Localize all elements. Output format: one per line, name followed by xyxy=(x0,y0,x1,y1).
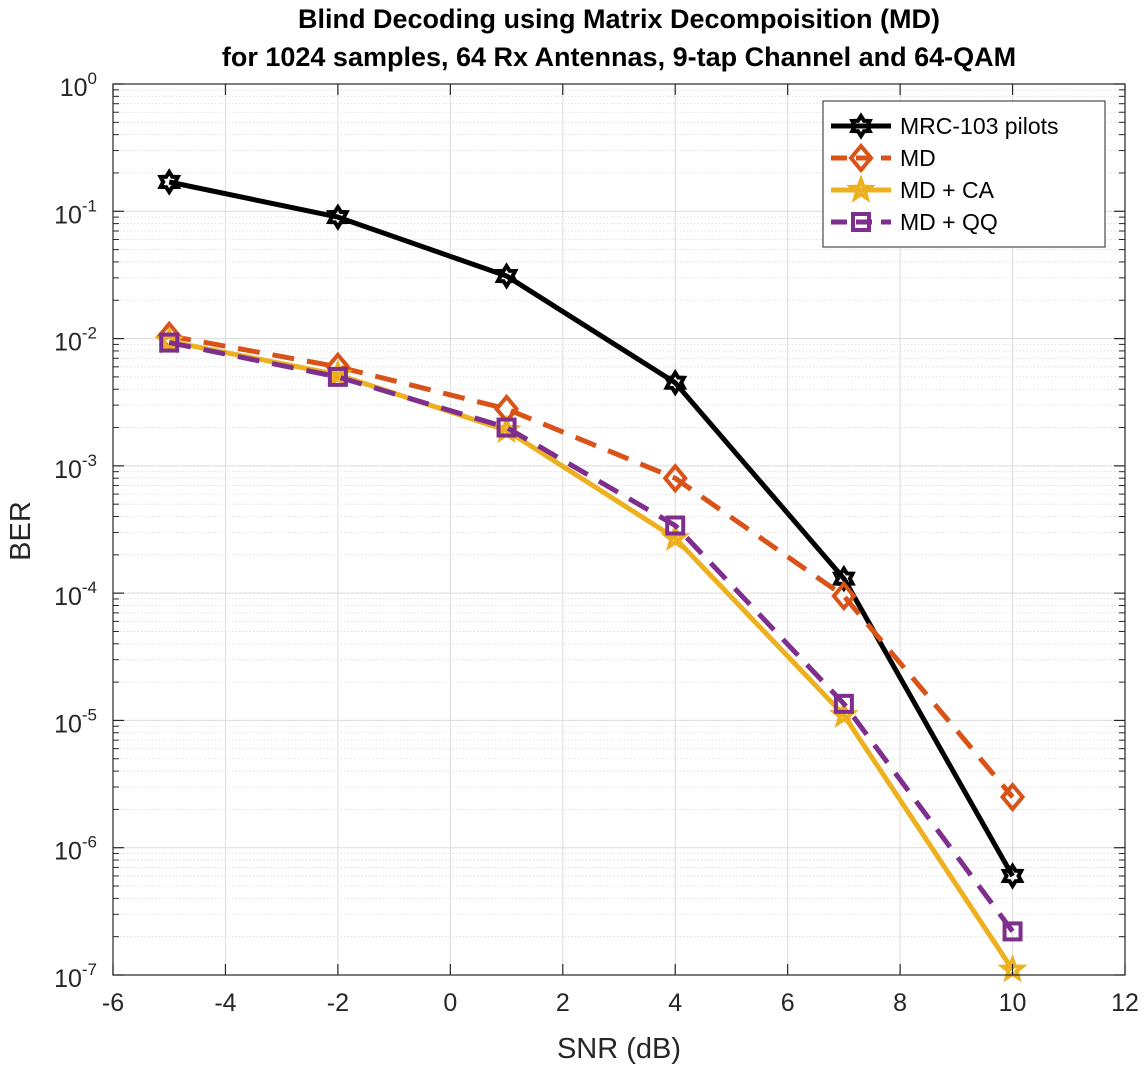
y-tick-exponent: -7 xyxy=(82,960,97,979)
y-tick-exponent: -2 xyxy=(82,324,97,343)
data-point xyxy=(833,693,854,714)
x-tick-label: -4 xyxy=(214,989,236,1017)
x-tick-label: 8 xyxy=(893,989,907,1017)
series-line xyxy=(168,333,1015,799)
y-tick-exponent: -1 xyxy=(82,196,97,215)
y-tick-base: 10 xyxy=(54,329,82,357)
tick-marks xyxy=(112,83,1126,976)
x-tick-label: 12 xyxy=(1111,989,1139,1017)
data-point xyxy=(1000,862,1025,890)
data-point xyxy=(325,203,350,231)
y-tick-base: 10 xyxy=(54,710,82,738)
data-point xyxy=(831,580,857,612)
y-tick-base: 10 xyxy=(54,965,82,993)
data-point xyxy=(1002,921,1023,942)
y-tick-label: 10-4 xyxy=(54,578,97,611)
y-tick-exponent: -5 xyxy=(82,705,97,724)
chart-title-line-1: Blind Decoding using Matrix Decompoisiti… xyxy=(298,4,940,34)
chart-title-line-2: for 1024 samples, 64 Rx Antennas, 9-tap … xyxy=(222,42,1016,72)
minor-grid xyxy=(113,89,1125,938)
plot-frame xyxy=(112,83,1126,976)
legend-item: MD + CA xyxy=(831,174,995,203)
y-tick-label: 10-6 xyxy=(54,833,97,866)
legend-swatch-marker xyxy=(846,174,876,203)
y-tick-label: 10-2 xyxy=(54,324,97,357)
x-tick-label: 4 xyxy=(668,989,682,1017)
x-tick-label: 6 xyxy=(781,989,795,1017)
data-point xyxy=(831,564,856,593)
series-md-qq xyxy=(159,332,1023,942)
legend-label: MD + CA xyxy=(900,177,995,203)
legend-swatch-marker xyxy=(849,112,873,140)
data-point xyxy=(159,332,180,353)
y-tick-base: 10 xyxy=(60,74,88,102)
y-tick-exponent: -4 xyxy=(82,578,97,597)
x-tick-labels: -6 -4 -2 0 2 4 6 8 10 12 xyxy=(102,989,1139,1017)
data-point xyxy=(999,781,1026,813)
x-tick-label: 10 xyxy=(999,989,1027,1017)
y-tick-exponent: -6 xyxy=(82,833,97,852)
x-tick-label: 0 xyxy=(443,989,457,1017)
data-point xyxy=(496,417,517,438)
y-tick-base: 10 xyxy=(54,583,82,611)
y-tick-label: 10-3 xyxy=(54,451,97,484)
data-point xyxy=(663,368,688,397)
x-tick-label: 2 xyxy=(556,989,570,1017)
y-tick-label: 10-7 xyxy=(54,960,97,993)
y-tick-base: 10 xyxy=(54,838,82,866)
y-tick-label: 100 xyxy=(60,69,97,102)
legend-swatch-marker xyxy=(851,212,871,232)
legend-item: MD + QQ xyxy=(831,209,998,235)
y-tick-exponent: -3 xyxy=(82,451,97,470)
y-tick-base: 10 xyxy=(54,456,82,484)
series-line xyxy=(168,340,1015,933)
legend-swatch-marker xyxy=(848,142,874,174)
data-point xyxy=(494,262,519,290)
data-point xyxy=(662,463,688,494)
data-point xyxy=(157,168,182,196)
legend-label: MRC-103 pilots xyxy=(900,113,1059,139)
x-tick-label: -2 xyxy=(327,989,349,1017)
legend-label: MD xyxy=(900,145,936,171)
legend-label: MD + QQ xyxy=(900,209,998,235)
data-point xyxy=(665,515,686,536)
y-tick-base: 10 xyxy=(54,201,82,229)
legend-item: MRC-103 pilots xyxy=(831,112,1059,140)
legend-item: MD xyxy=(831,142,936,174)
legend: MRC-103 pilots MD MD + CA MD + QQ xyxy=(822,100,1106,248)
x-tick-label: -6 xyxy=(102,989,124,1017)
y-tick-label: 10-5 xyxy=(54,705,97,738)
y-axis-label: BER xyxy=(5,501,37,561)
y-tick-label: 10-1 xyxy=(54,196,97,229)
y-tick-exponent: 0 xyxy=(88,69,97,88)
x-axis-label: SNR (dB) xyxy=(557,1033,681,1065)
data-point xyxy=(327,366,348,387)
